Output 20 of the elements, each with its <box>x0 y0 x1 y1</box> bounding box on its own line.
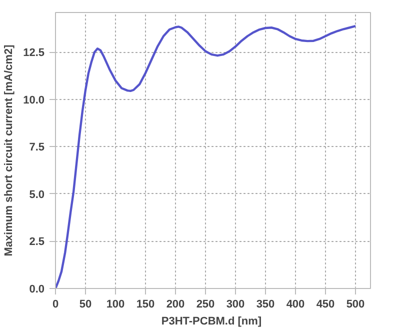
x-tick-label: 150 <box>136 298 155 310</box>
y-tick-label: 2.5 <box>29 236 45 248</box>
x-tick-label: 200 <box>166 298 185 310</box>
y-tick-label: 0.0 <box>29 284 45 296</box>
x-axis-title: P3HT-PCBM.d [nm] <box>161 316 262 328</box>
y-tick-label: 5.0 <box>29 188 45 201</box>
x-tick-label: 300 <box>226 298 245 310</box>
x-tick-label: 250 <box>196 298 215 310</box>
line-series <box>56 25 357 288</box>
x-tick-label: 50 <box>79 298 92 310</box>
x-tick-label: 100 <box>106 298 125 310</box>
y-axis-title: Maximum short circuit current [mA/cm2] <box>3 44 16 256</box>
y-tick-label: 7.5 <box>29 142 45 154</box>
x-tick-label: 350 <box>256 298 275 310</box>
x-tick-label: 400 <box>286 298 305 310</box>
y-tick-label: 10.0 <box>23 94 45 106</box>
y-tick-label: 12.5 <box>23 47 45 60</box>
x-tick-label: 500 <box>346 298 365 310</box>
x-tick-label: 450 <box>316 298 335 310</box>
x-tick-label: 0 <box>52 298 59 310</box>
